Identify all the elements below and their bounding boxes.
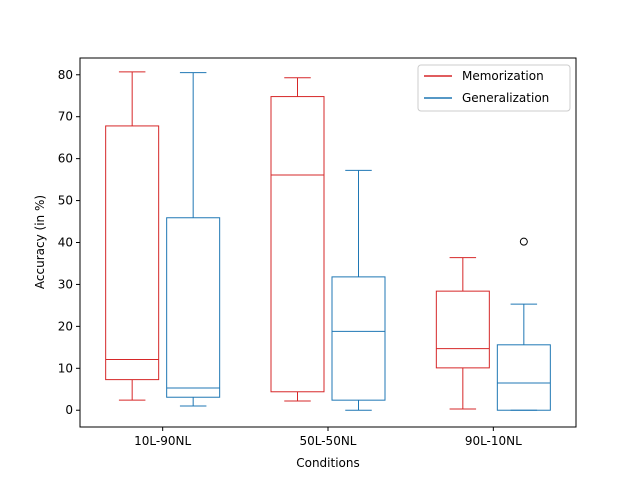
box-iqr xyxy=(105,125,160,381)
x-axis: 10L-90NL 50L-50NL 90L-10NL xyxy=(134,427,522,448)
y-tick-label: 50 xyxy=(58,194,73,208)
box-memorization-3 xyxy=(435,257,490,410)
y-tick-label: 60 xyxy=(58,152,73,166)
y-axis: 0 10 20 30 40 50 60 70 80 xyxy=(58,68,80,417)
box-generalization-2 xyxy=(331,169,386,411)
box-iqr xyxy=(496,344,551,411)
outlier-point xyxy=(519,237,528,246)
x-tick-label: 10L-90NL xyxy=(134,434,191,448)
legend: Memorization Generalization xyxy=(417,64,571,112)
y-tick-label: 40 xyxy=(58,236,73,250)
box-generalization-3 xyxy=(496,237,551,411)
box-iqr xyxy=(435,290,490,369)
x-tick-label: 90L-10NL xyxy=(465,434,522,448)
y-tick-label: 20 xyxy=(58,319,73,333)
y-tick-label: 70 xyxy=(58,110,73,124)
box-generalization-1 xyxy=(166,72,221,407)
legend-frame xyxy=(417,64,571,112)
legend-label: Memorization xyxy=(462,69,544,83)
box-memorization-1 xyxy=(105,71,160,401)
y-tick-label: 10 xyxy=(58,361,73,375)
y-tick-label: 0 xyxy=(65,403,73,417)
box-iqr xyxy=(166,217,221,398)
x-axis-label: Conditions xyxy=(296,456,360,470)
legend-label: Generalization xyxy=(462,91,549,105)
y-tick-label: 80 xyxy=(58,68,73,82)
box-memorization-2 xyxy=(270,77,325,402)
y-tick-label: 30 xyxy=(58,277,73,291)
y-axis-label: Accuracy (in %) xyxy=(33,195,47,289)
x-tick-label: 50L-50NL xyxy=(299,434,356,448)
box-iqr xyxy=(331,276,386,401)
axes-frame xyxy=(79,57,577,428)
plot-area xyxy=(105,71,551,411)
box-iqr xyxy=(270,96,325,393)
